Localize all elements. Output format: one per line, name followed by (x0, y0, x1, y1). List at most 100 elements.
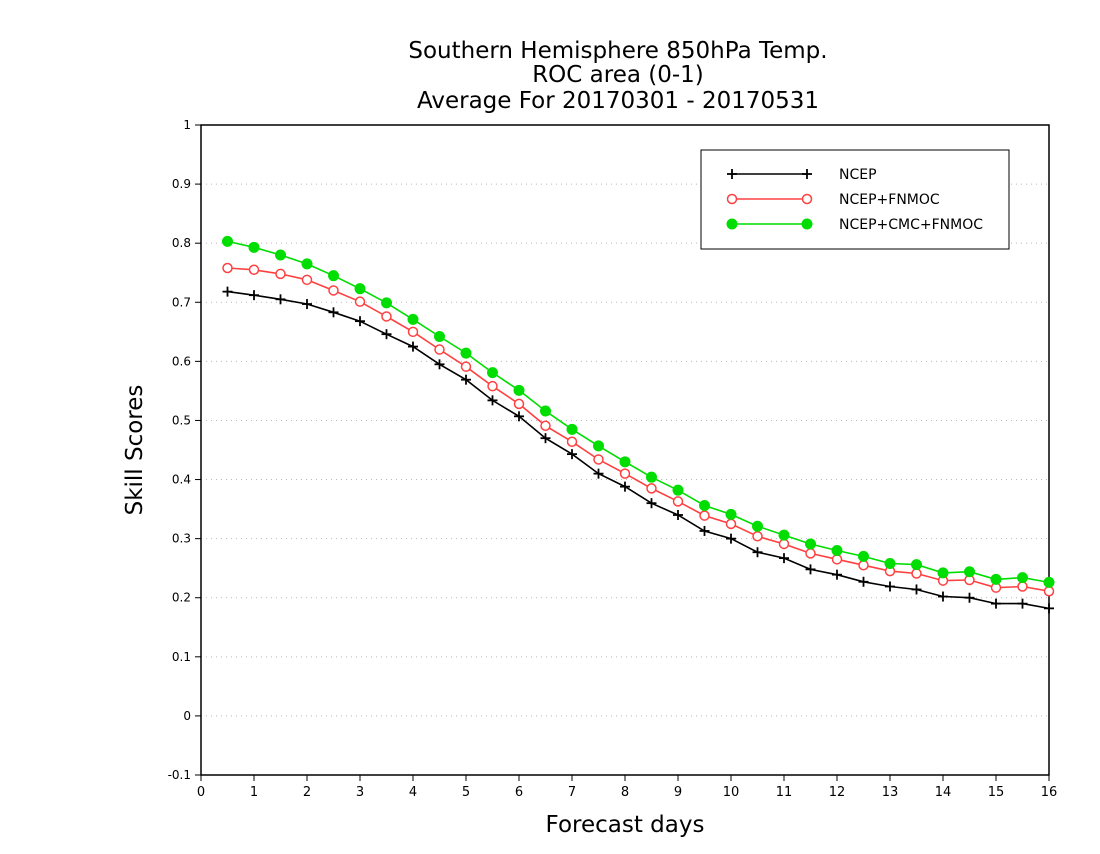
axes: -0.100.10.20.30.40.50.60.70.80.910 1 2 3 4 5 6… (168, 118, 1058, 800)
data-point (301, 258, 313, 270)
data-point (778, 538, 790, 550)
data-point (593, 440, 604, 452)
data-point (381, 311, 392, 322)
data-point (514, 411, 524, 422)
y-axis-label: Skill Scores (122, 385, 148, 516)
data-point (540, 405, 551, 417)
grid (201, 183, 1049, 717)
series-group (222, 235, 1055, 614)
data-point (699, 500, 710, 512)
data-point (487, 395, 498, 406)
data-point (699, 510, 710, 521)
data-point (355, 316, 365, 327)
y-tick-label: 0.5 (172, 413, 191, 427)
data-point (858, 559, 869, 571)
data-point (513, 398, 525, 410)
x-tick-label: 16 (1041, 785, 1058, 800)
series-ncep (222, 286, 1054, 614)
legend-label: NCEP+CMC+FNMOC (839, 217, 983, 233)
data-point (752, 531, 763, 542)
legend-marker-start (726, 218, 738, 230)
data-point (1017, 598, 1028, 609)
series-line (227, 267, 1050, 592)
data-point (831, 544, 843, 556)
data-point (222, 262, 233, 274)
data-point (805, 538, 816, 550)
data-point (991, 598, 1001, 609)
data-point (460, 361, 472, 372)
y-tick-label: 0.3 (172, 532, 191, 546)
data-point (937, 567, 949, 579)
legend-marker-end (801, 218, 813, 230)
data-point (858, 576, 869, 587)
data-point (487, 380, 498, 392)
data-point (646, 483, 657, 494)
data-point (248, 241, 260, 253)
data-point (1017, 581, 1028, 592)
y-tick-label: 0.8 (172, 236, 191, 250)
data-point (461, 374, 471, 385)
data-point (222, 286, 233, 297)
x-tick-label: 1 (250, 785, 258, 800)
data-point (302, 299, 312, 310)
data-point (752, 547, 763, 558)
data-point (566, 423, 578, 435)
data-point (567, 449, 577, 460)
x-tick-label: 3 (356, 785, 364, 800)
data-point (249, 290, 259, 301)
data-point (434, 331, 445, 343)
data-point (911, 584, 922, 595)
data-point (1043, 576, 1055, 588)
data-point (301, 274, 313, 286)
x-tick-label: 13 (882, 785, 899, 800)
data-point (407, 326, 419, 338)
data-point (805, 548, 816, 559)
data-point (778, 529, 790, 541)
y-tick-label: 0.2 (172, 591, 191, 605)
data-point (805, 564, 816, 575)
data-point (938, 591, 948, 602)
data-point (673, 510, 683, 520)
legend-item: NCEP+FNMOC (726, 192, 940, 208)
x-tick-label: 0 (197, 785, 205, 800)
data-point (381, 329, 392, 340)
data-point (593, 468, 604, 479)
legend: NCEP NCEP+FNMOC NCEP+CMC+FNMOC (700, 149, 1010, 250)
data-point (619, 468, 631, 479)
data-point (672, 496, 684, 507)
data-point (222, 235, 233, 247)
x-tick-label: 5 (462, 785, 470, 800)
chart-title-line-1: Southern Hemisphere 850hPa Temp. (408, 38, 827, 64)
data-point (646, 498, 657, 509)
data-point (328, 270, 339, 282)
data-point (832, 569, 842, 580)
legend-marker-start (726, 193, 738, 205)
data-point (275, 249, 286, 261)
data-point (831, 554, 843, 565)
data-point (726, 533, 736, 544)
x-tick-label: 10 (723, 785, 740, 800)
y-tick-label: 0.9 (172, 177, 191, 191)
series-ncep-cmc-fnmoc (222, 235, 1055, 588)
y-tick-label: 0.1 (172, 650, 191, 664)
data-point (884, 557, 896, 569)
data-point (540, 420, 551, 432)
y-tick-label: -0.1 (168, 768, 191, 782)
chart-title-line-3: Average For 20170301 - 20170531 (417, 88, 819, 114)
legend-item: NCEP+CMC+FNMOC (726, 217, 983, 233)
x-axis-label: Forecast days (546, 812, 705, 838)
y-tick-label: 0.4 (172, 473, 191, 487)
data-point (460, 347, 472, 359)
data-point (911, 559, 922, 571)
y-tick-label: 0.6 (172, 354, 191, 368)
data-point (779, 553, 789, 564)
data-point (434, 344, 445, 355)
data-point (513, 384, 525, 396)
data-point (354, 296, 366, 307)
data-point (1043, 585, 1055, 597)
series-ncep-fnmoc (222, 262, 1055, 597)
data-point (752, 520, 763, 532)
x-tick-label: 12 (829, 785, 846, 800)
